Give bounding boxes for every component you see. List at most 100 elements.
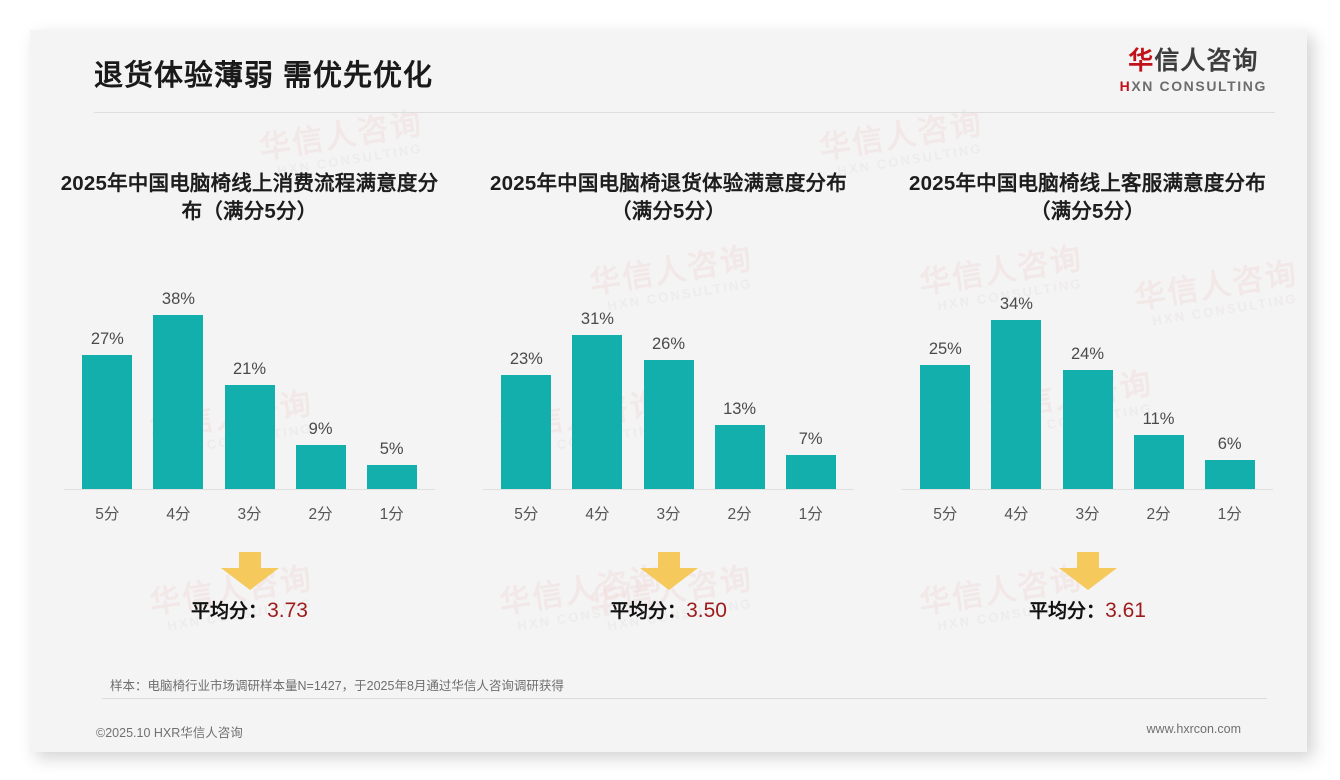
bar-slot[interactable]: 27% (74, 290, 141, 490)
category-tick-label: 1分 (379, 506, 404, 523)
bar[interactable] (366, 465, 417, 490)
down-arrow-icon (639, 552, 698, 590)
average-score-label: 平均分： (610, 601, 687, 622)
chart-panel-1: 2025年中国电脑椅线上消费流程满意度分布（满分5分） 27% 38% 21% 9% 5%… (40, 148, 459, 658)
bar-slot[interactable]: 31% (564, 290, 631, 490)
average-score-block: 平均分：3.50 (471, 552, 866, 623)
average-score-text: 平均分：3.50 (471, 596, 866, 623)
down-arrow-icon (1058, 552, 1117, 590)
average-score-block: 平均分：3.73 (52, 552, 447, 623)
bar-slot[interactable]: 34% (983, 290, 1050, 490)
category-tick-label: 5分 (933, 506, 958, 523)
average-score-block: 平均分：3.61 (890, 552, 1285, 623)
average-score-value: 3.50 (686, 599, 727, 622)
chart-plot-area: 27% 38% 21% 9% 5% (64, 280, 435, 490)
bar[interactable] (643, 360, 694, 490)
bar-slot[interactable]: 23% (493, 290, 560, 490)
category-tick-label: 4分 (1004, 506, 1029, 523)
bar[interactable] (1133, 435, 1184, 490)
category-tick-label: 3分 (1075, 506, 1100, 523)
bar[interactable] (920, 365, 971, 490)
bar-slot[interactable]: 25% (912, 290, 979, 490)
bar-value-label: 31% (580, 310, 614, 328)
bar[interactable] (153, 315, 204, 490)
bar[interactable] (714, 425, 765, 490)
bar-slot[interactable]: 26% (635, 290, 702, 490)
category-axis: 5分 4分 3分 2分 1分 (74, 502, 425, 524)
bar-group: 23% 31% 26% 13% 7% (493, 290, 844, 490)
bar-slot[interactable]: 38% (145, 290, 212, 490)
bar-slot[interactable]: 7% (777, 290, 844, 490)
bar-value-label: 23% (509, 350, 543, 368)
bar-value-label: 24% (1070, 345, 1105, 363)
bar-slot[interactable]: 11% (1125, 290, 1192, 490)
bar-value-label: 6% (1217, 435, 1242, 453)
bar-value-label: 38% (161, 290, 195, 308)
average-score-text: 平均分：3.61 (890, 596, 1285, 623)
chart-title: 2025年中国电脑椅线上消费流程满意度分布（满分5分） (60, 172, 439, 224)
category-tick-label: 3分 (656, 506, 681, 523)
bar-slot[interactable]: 24% (1054, 290, 1121, 490)
bar[interactable] (991, 320, 1042, 490)
average-score-text: 平均分：3.73 (52, 596, 447, 623)
bar-slot[interactable]: 21% (216, 290, 283, 490)
chart-title: 2025年中国电脑椅线上客服满意度分布（满分5分） (909, 172, 1266, 224)
category-tick-label: 2分 (727, 506, 752, 523)
bar-value-label: 25% (928, 340, 962, 358)
axis-baseline (64, 489, 435, 490)
category-tick-label: 1分 (798, 506, 823, 523)
bar[interactable] (1204, 460, 1255, 490)
bar-group: 25% 34% 24% 11% 6% (912, 290, 1263, 490)
company-logo: 华信人咨询 HXN CONSULTING (1119, 47, 1267, 94)
bar-value-label: 7% (798, 430, 823, 448)
slide-canvas: 华信人咨询 HXN CONSULTING 华信人咨询 HXN CONSULTING 华信… (30, 30, 1307, 752)
bar-slot[interactable]: 5% (358, 290, 425, 490)
bar-value-label: 34% (999, 295, 1033, 313)
bar-slot[interactable]: 9% (287, 290, 354, 490)
chart-panel-2: 2025年中国电脑椅退货体验满意度分布（满分5分） 23% 31% 26% 13% 7% 5… (459, 148, 878, 658)
bar-value-label: 9% (308, 420, 333, 438)
down-arrow-icon (220, 552, 279, 590)
category-tick-label: 5分 (95, 506, 120, 523)
average-score-label: 平均分： (1029, 601, 1106, 622)
bar-value-label: 26% (651, 335, 686, 353)
average-score-value: 3.61 (1105, 599, 1146, 622)
bar-group: 27% 38% 21% 9% 5% (74, 290, 425, 490)
bar[interactable] (572, 335, 623, 490)
category-tick-label: 2分 (1146, 506, 1171, 523)
bar-value-label: 5% (379, 440, 404, 458)
average-score-value: 3.73 (267, 599, 308, 622)
slide-footer: ©2025.10 HXR华信人咨询 www.hxrcon.com (30, 710, 1307, 752)
bar[interactable] (1062, 370, 1113, 490)
page-title: 退货体验薄弱 需优先优化 (94, 60, 434, 92)
bar-slot[interactable]: 13% (706, 290, 773, 490)
category-tick-label: 5分 (514, 506, 539, 523)
bar[interactable] (82, 355, 133, 490)
logo-chinese: 华信人咨询 (1120, 47, 1267, 76)
category-tick-label: 4分 (166, 506, 191, 523)
bar-value-label: 21% (232, 360, 267, 378)
bar-value-label: 11% (1142, 410, 1175, 428)
category-tick-label: 4分 (585, 506, 610, 523)
bar[interactable] (785, 455, 836, 490)
footnote: 样本：电脑椅行业市场调研样本量N=1427，于2025年8月通过华信人咨询调研获… (110, 679, 564, 693)
category-tick-label: 2分 (308, 506, 333, 523)
axis-baseline (483, 489, 854, 490)
bar[interactable] (295, 445, 346, 490)
average-score-label: 平均分： (191, 601, 268, 622)
bar-value-label: 13% (723, 400, 757, 418)
slide-header: 退货体验薄弱 需优先优化 华信人咨询 HXN CONSULTING (30, 30, 1307, 113)
category-axis: 5分 4分 3分 2分 1分 (912, 502, 1263, 524)
logo-chinese-rest: 信人咨询 (1154, 47, 1259, 75)
chart-panel-3: 2025年中国电脑椅线上客服满意度分布（满分5分） 25% 34% 24% 11% 6% 5… (878, 148, 1297, 658)
chart-title: 2025年中国电脑椅退货体验满意度分布（满分5分） (490, 172, 847, 224)
bar-value-label: 27% (90, 330, 124, 348)
bar[interactable] (224, 385, 275, 490)
footer-copyright: ©2025.10 HXR华信人咨询 (96, 726, 243, 740)
bar[interactable] (501, 375, 552, 490)
logo-english-accent: H (1119, 77, 1132, 94)
axis-baseline (902, 489, 1273, 490)
chart-plot-area: 23% 31% 26% 13% 7% (483, 280, 854, 490)
bar-slot[interactable]: 6% (1196, 290, 1263, 490)
footnote-divider (102, 698, 1267, 699)
